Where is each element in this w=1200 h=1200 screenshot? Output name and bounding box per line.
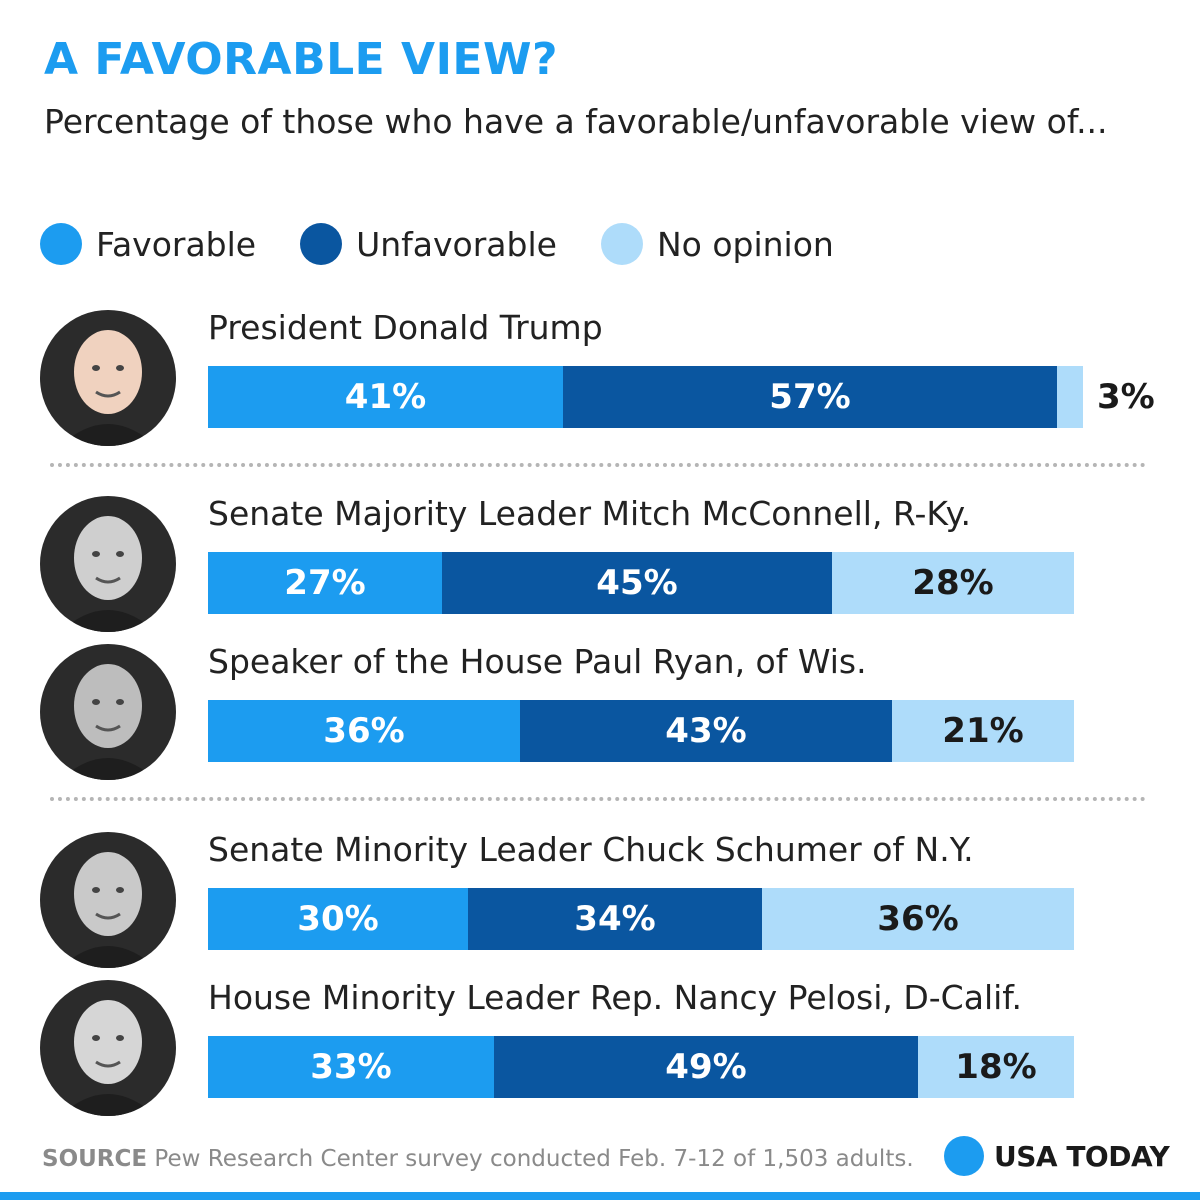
bar-label-favorable: 41%: [344, 377, 427, 417]
bar-label-favorable: 27%: [284, 563, 366, 603]
usa-today-dot-icon: [944, 1136, 984, 1176]
stacked-bar: 33% 49% 18%: [208, 1036, 1074, 1098]
bar-label-unfavorable: 43%: [665, 711, 747, 751]
bar-label-unfavorable: 57%: [769, 377, 851, 417]
source-text: Pew Research Center survey conducted Feb…: [154, 1146, 914, 1172]
bar-label-favorable: 36%: [323, 711, 405, 751]
bar-segment-favorable: 36%: [208, 700, 520, 762]
legend-swatch-favorable: [40, 223, 82, 265]
nancy-pelosi-photo: [40, 980, 176, 1116]
bar-label-no-opinion: 36%: [877, 899, 959, 939]
person-name: Senate Majority Leader Mitch McConnell, …: [208, 494, 971, 533]
legend-swatch-unfavorable: [300, 223, 343, 265]
legend-swatch-no-opinion: [600, 223, 643, 265]
chuck-schumer-photo: [40, 832, 176, 968]
divider-1: [50, 463, 1146, 467]
person-name: President Donald Trump: [208, 308, 603, 347]
donald-trump-photo: [40, 310, 176, 446]
bar-label-no-opinion: 3%: [1097, 377, 1155, 417]
bar-segment-favorable: 30%: [208, 888, 468, 950]
person-name: Speaker of the House Paul Ryan, of Wis.: [208, 642, 867, 681]
mitch-mcconnell-photo: [40, 496, 176, 632]
bar-segment-favorable: 27%: [208, 552, 442, 614]
bar-segment-unfavorable: 43%: [520, 700, 892, 762]
bar-label-no-opinion: 28%: [912, 563, 994, 603]
bottom-rule: [0, 1192, 1200, 1200]
source-label: SOURCE: [42, 1146, 148, 1172]
chart-subtitle: Percentage of those who have a favorable…: [44, 102, 1108, 141]
bar-segment-favorable: 33%: [208, 1036, 494, 1098]
bar-segment-unfavorable: 57%: [563, 366, 1057, 428]
bar-segment-no-opinion: 36%: [762, 888, 1074, 950]
stacked-bar: 41% 57%: [208, 366, 1083, 428]
bar-label-favorable: 30%: [297, 899, 379, 939]
legend-label-favorable: Favorable: [96, 224, 257, 264]
bar-label-unfavorable: 45%: [596, 563, 678, 603]
person-name: Senate Minority Leader Chuck Schumer of …: [208, 830, 974, 869]
chart-title: A FAVORABLE VIEW?: [44, 34, 559, 85]
legend-label-no-opinion: No opinion: [656, 224, 834, 264]
bar-segment-no-opinion: [1057, 366, 1083, 428]
bar-segment-no-opinion: 18%: [918, 1036, 1074, 1098]
bar-label-unfavorable: 34%: [574, 899, 656, 939]
bar-segment-no-opinion: 21%: [892, 700, 1074, 762]
bar-segment-no-opinion: 28%: [832, 552, 1074, 614]
legend-label-unfavorable: Unfavorable: [356, 224, 557, 264]
brand-logo: USA TODAY: [944, 1136, 1170, 1176]
legend-item-unfavorable: Unfavorable: [300, 223, 557, 265]
bar-label-unfavorable: 49%: [665, 1047, 747, 1087]
legend-item-no-opinion: No opinion: [600, 223, 834, 265]
bar-label-no-opinion: 18%: [955, 1047, 1037, 1087]
divider-2: [50, 797, 1146, 801]
bar-segment-favorable: 41%: [208, 366, 563, 428]
stacked-bar: 27% 45% 28%: [208, 552, 1074, 614]
bar-segment-unfavorable: 45%: [442, 552, 832, 614]
stacked-bar: 30% 34% 36%: [208, 888, 1074, 950]
brand-name: USA TODAY: [994, 1139, 1170, 1173]
bar-segment-unfavorable: 49%: [494, 1036, 918, 1098]
paul-ryan-photo: [40, 644, 176, 780]
bar-label-no-opinion: 21%: [942, 711, 1024, 751]
bar-label-favorable: 33%: [310, 1047, 392, 1087]
legend-item-favorable: Favorable: [40, 223, 256, 265]
bar-segment-unfavorable: 34%: [468, 888, 762, 950]
legend: Favorable Unfavorable No opinion: [40, 222, 878, 266]
stacked-bar: 36% 43% 21%: [208, 700, 1074, 762]
person-name: House Minority Leader Rep. Nancy Pelosi,…: [208, 978, 1022, 1017]
footer-source: SOURCE Pew Research Center survey conduc…: [42, 1146, 914, 1172]
